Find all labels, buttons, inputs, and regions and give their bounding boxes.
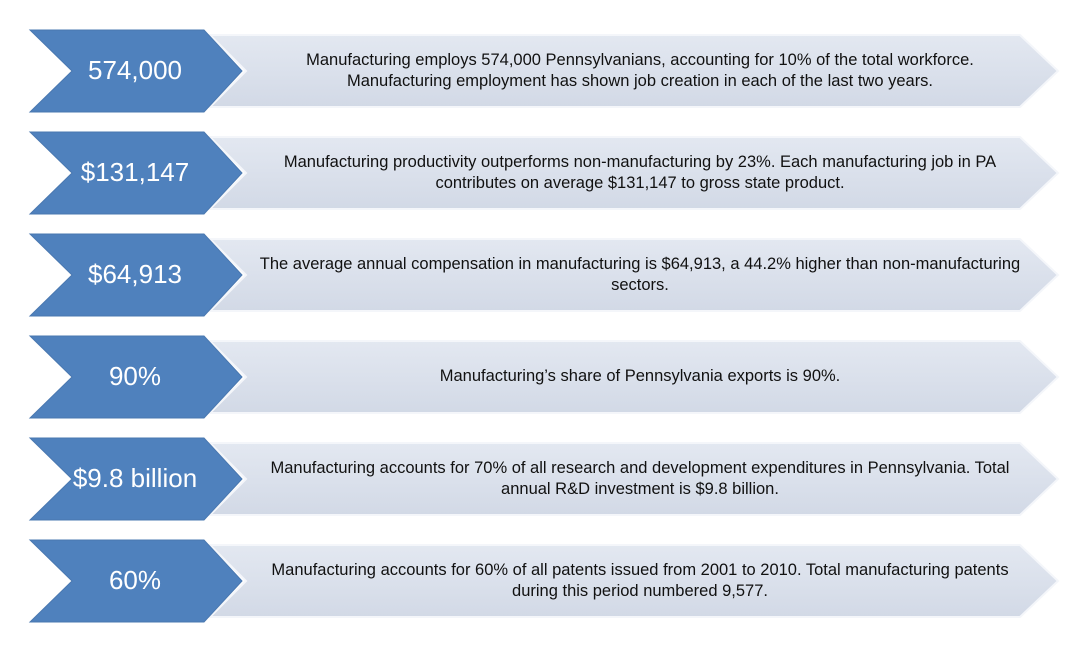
value-label: 90% bbox=[108, 361, 162, 392]
description: Manufacturing accounts for 60% of all pa… bbox=[271, 560, 1009, 600]
value-label: 574,000 bbox=[88, 55, 182, 86]
text-banner bbox=[207, 238, 1060, 312]
text-banner bbox=[207, 544, 1060, 618]
description: Manufacturing productivity outperforms n… bbox=[283, 152, 997, 192]
value-chevron bbox=[28, 539, 243, 623]
value-label: $9.8 billion bbox=[72, 463, 198, 494]
value-chevron bbox=[28, 131, 243, 215]
value-chevron bbox=[28, 29, 243, 113]
value-label: 60% bbox=[108, 565, 162, 596]
value-chevron bbox=[28, 437, 243, 521]
description: The average annual compensation in manuf… bbox=[259, 254, 1021, 294]
value-chevron bbox=[28, 335, 243, 419]
text-banner bbox=[207, 136, 1060, 210]
description: Manufacturing employs 574,000 Pennsylvan… bbox=[306, 50, 974, 90]
description: Manufacturing’s share of Pennsylvania ex… bbox=[439, 367, 841, 386]
value-label: $64,913 bbox=[88, 259, 182, 290]
value-chevron bbox=[28, 233, 243, 317]
description: Manufacturing accounts for 70% of all re… bbox=[270, 458, 1010, 498]
text-banner bbox=[207, 340, 1060, 414]
text-banner bbox=[207, 442, 1060, 516]
value-label: $131,147 bbox=[80, 157, 190, 188]
text-banner bbox=[207, 34, 1060, 108]
